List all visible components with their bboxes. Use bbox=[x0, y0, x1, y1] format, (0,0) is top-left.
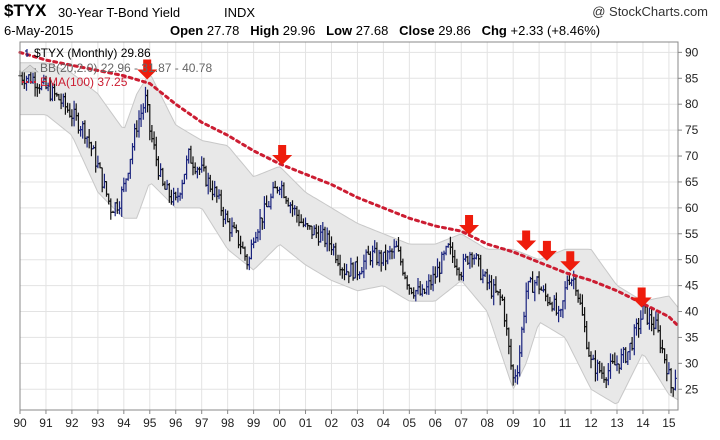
copyright-label: @ StockCharts.com bbox=[592, 4, 708, 19]
down-arrow-icon bbox=[137, 59, 158, 80]
y-tick-label: 25 bbox=[685, 382, 699, 396]
date-label: 6-May-2015 bbox=[4, 23, 74, 38]
x-tick-label: 93 bbox=[91, 416, 105, 430]
high-value: 29.96 bbox=[282, 23, 316, 38]
y-tick-label: 65 bbox=[685, 175, 699, 189]
down-arrow-icon bbox=[536, 240, 557, 261]
close-value: 29.86 bbox=[438, 23, 471, 38]
symbol-description: 30-Year T-Bond Yield bbox=[58, 5, 181, 20]
x-tick-label: 08 bbox=[481, 416, 495, 430]
down-arrow-icon bbox=[516, 230, 537, 251]
down-arrow-icon bbox=[560, 251, 581, 272]
y-tick-label: 80 bbox=[685, 97, 699, 111]
y-axis-ticks: 25 30 35 40 45 50 55 60 65 70 75 80 85 90 bbox=[678, 45, 699, 396]
arrow-markers bbox=[137, 59, 652, 308]
x-tick-label: 10 bbox=[532, 416, 546, 430]
band-legend-icon bbox=[21, 64, 39, 73]
x-tick-label: 05 bbox=[403, 416, 417, 430]
ohlc-stats: Open 27.78 High 29.96 Low 27.68 Close 29… bbox=[170, 23, 600, 38]
close-label: Close bbox=[399, 23, 435, 38]
x-tick-label: 95 bbox=[143, 416, 157, 430]
y-tick-label: 55 bbox=[685, 227, 699, 241]
legend-ema-label: EMA(100) 37.25 bbox=[40, 75, 128, 89]
y-tick-label: 60 bbox=[685, 201, 699, 215]
y-tick-label: 85 bbox=[685, 71, 699, 85]
exchange-label: INDX bbox=[224, 5, 256, 20]
x-tick-label: 14 bbox=[636, 416, 650, 430]
ohlc-legend-icon bbox=[25, 49, 29, 57]
open-label: Open bbox=[170, 23, 204, 38]
legend-bb: BB(20,2.0) 22.96 - 31.87 - 40.78 bbox=[21, 61, 212, 75]
high-label: High bbox=[250, 23, 280, 38]
open-value: 27.78 bbox=[206, 23, 240, 38]
ema-path bbox=[18, 50, 680, 328]
price-bar bbox=[673, 369, 677, 391]
y-tick-label: 30 bbox=[685, 356, 699, 370]
x-tick-label: 94 bbox=[117, 416, 131, 430]
x-tick-label: 01 bbox=[299, 416, 313, 430]
y-tick-label: 35 bbox=[685, 330, 699, 344]
x-tick-label: 99 bbox=[247, 416, 261, 430]
x-tick-label: 12 bbox=[584, 416, 598, 430]
x-tick-label: 09 bbox=[506, 416, 520, 430]
y-tick-label: 90 bbox=[685, 45, 699, 59]
y-tick-label: 50 bbox=[685, 253, 699, 267]
x-axis-ticks: 90 91 92 93 94 95 96 97 98 99 00 01 02 03 04 05 06 07 08 09… bbox=[13, 410, 676, 430]
low-label: Low bbox=[326, 23, 353, 38]
legend-price-label: $TYX (Monthly) 29.86 bbox=[34, 46, 151, 60]
x-tick-label: 00 bbox=[273, 416, 287, 430]
legend-bb-label: BB(20,2.0) 22.96 - 31.87 - 40.78 bbox=[40, 61, 212, 75]
down-arrow-icon bbox=[459, 214, 480, 235]
low-value: 27.68 bbox=[355, 23, 389, 38]
x-tick-label: 90 bbox=[13, 416, 27, 430]
x-tick-label: 06 bbox=[429, 416, 443, 430]
chg-label: Chg bbox=[481, 23, 507, 38]
bollinger-lower-line bbox=[20, 114, 679, 405]
y-tick-label: 75 bbox=[685, 123, 699, 137]
down-arrow-icon bbox=[631, 287, 652, 308]
x-tick-label: 04 bbox=[377, 416, 391, 430]
x-tick-label: 91 bbox=[39, 416, 53, 430]
x-tick-label: 03 bbox=[351, 416, 365, 430]
legend-ema: EMA(100) 37.25 bbox=[22, 75, 128, 89]
y-tick-label: 70 bbox=[685, 149, 699, 163]
price-bars bbox=[18, 68, 677, 397]
down-arrow-icon bbox=[272, 144, 293, 165]
plot-frame bbox=[19, 41, 679, 411]
x-tick-label: 96 bbox=[169, 416, 183, 430]
chg-value: +2.33 (+8.46%) bbox=[510, 23, 601, 38]
x-tick-label: 13 bbox=[610, 416, 624, 430]
x-tick-label: 11 bbox=[559, 416, 572, 430]
x-tick-label: 15 bbox=[662, 416, 676, 430]
ema-line bbox=[18, 50, 680, 328]
chart-legend: $TYX (Monthly) 29.86 BB(20,2.0) 22.96 - … bbox=[21, 46, 212, 89]
x-tick-label: 07 bbox=[455, 416, 469, 430]
bollinger-band bbox=[20, 62, 678, 404]
x-tick-label: 02 bbox=[325, 416, 339, 430]
x-tick-label: 92 bbox=[65, 416, 79, 430]
legend-price: $TYX (Monthly) 29.86 bbox=[25, 46, 151, 60]
bollinger-upper-line bbox=[20, 62, 679, 308]
symbol-title: $TYX bbox=[4, 1, 47, 20]
y-tick-label: 40 bbox=[685, 305, 699, 319]
x-tick-label: 98 bbox=[221, 416, 235, 430]
y-tick-label: 45 bbox=[685, 279, 699, 293]
x-tick-label: 97 bbox=[195, 416, 209, 430]
